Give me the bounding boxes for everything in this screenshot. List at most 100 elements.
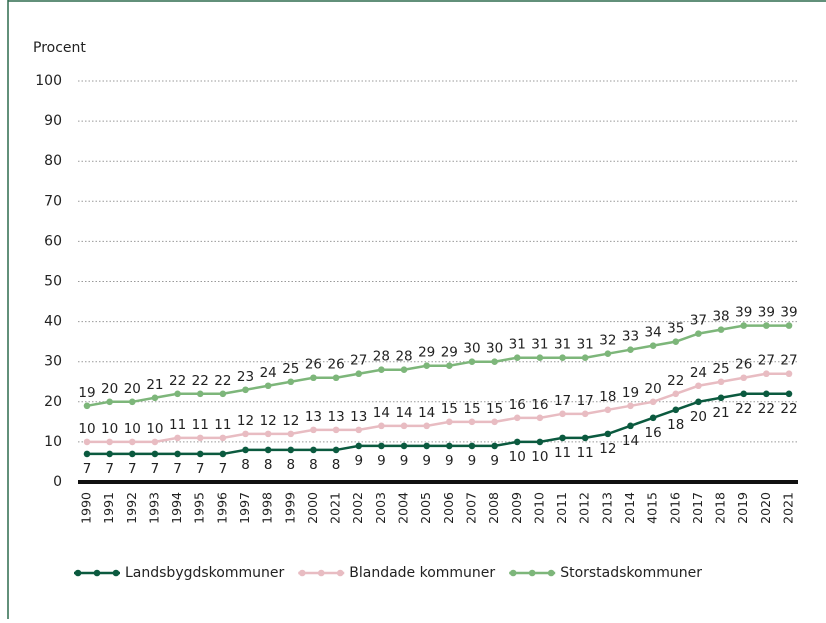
x-tick-label: 2017 [690,492,705,524]
point [559,354,566,361]
point [287,378,295,386]
data-label: 39 [780,305,797,321]
point [174,450,181,458]
point [287,446,295,454]
point [604,406,612,414]
x-tick-label: 2000 [305,492,320,524]
point [672,338,680,345]
point [196,434,204,442]
data-label: 9 [400,453,409,469]
y-tick-label: 100 [35,73,62,89]
point [264,382,272,390]
data-label: 15 [486,401,503,417]
data-label: 16 [645,425,662,441]
data-label: 23 [237,369,254,385]
point [128,398,136,406]
data-label: 14 [418,405,435,421]
data-label: 15 [463,401,480,417]
data-label: 19 [78,385,95,401]
data-label: 22 [735,401,752,417]
data-label: 11 [169,417,186,433]
data-label: 24 [690,365,707,381]
y-tick-label: 10 [44,434,62,450]
legend-item: Landsbygdskommuner [74,565,284,581]
data-label: 17 [554,393,571,409]
data-label: 14 [373,405,390,421]
point [310,374,317,382]
data-label: 28 [373,349,390,365]
legend-dot [112,569,120,577]
point [491,418,498,426]
point [378,442,385,450]
data-label: 35 [667,321,684,337]
point [287,430,295,438]
point [763,322,770,329]
point [196,390,204,398]
legend-dot [74,569,82,577]
series-line [87,372,789,444]
data-label: 26 [328,357,345,373]
point [785,390,793,398]
y-axis-label: Procent [33,40,86,56]
point [83,402,91,410]
x-tick-label: 2007 [463,492,478,524]
y-tick-label: 0 [53,474,62,490]
data-label: 18 [667,417,684,433]
point [581,354,589,361]
x-tick-label: 1992 [124,492,139,524]
point [174,390,181,398]
x-tick-label: 2013 [599,492,614,524]
data-label: 22 [780,401,797,417]
point [332,374,340,382]
data-label: 25 [282,361,299,377]
x-tick-label: 2012 [577,492,592,524]
point [196,450,204,458]
point [400,366,408,374]
x-tick-label: 2011 [554,492,569,524]
y-tick-label: 80 [44,153,62,169]
data-label: 31 [554,337,571,353]
point [581,410,589,418]
point [491,442,498,450]
data-label: 28 [395,349,412,365]
point [128,450,136,458]
point [242,446,249,454]
point [740,390,748,398]
legend-label: Storstadskommuner [560,565,702,581]
y-tick-label: 70 [44,193,62,209]
point [264,430,272,438]
data-label: 11 [214,417,231,433]
data-label: 22 [214,373,231,389]
data-label: 9 [468,453,477,469]
data-label: 12 [599,441,616,457]
legend-dot [547,569,555,577]
point [378,366,385,374]
data-label: 39 [735,305,752,321]
point [649,342,657,349]
data-label: 11 [192,417,209,433]
data-label: 10 [78,421,95,437]
point [785,322,793,329]
point [400,442,408,450]
point [649,398,657,406]
data-label: 31 [531,337,548,353]
point [717,378,725,386]
data-label: 20 [690,409,707,425]
y-tick-label: 20 [44,394,62,410]
point [355,426,363,434]
data-label: 9 [354,453,363,469]
data-label: 10 [124,421,141,437]
y-tick-label: 40 [44,314,62,330]
point [785,370,793,378]
legend-dot [336,569,344,577]
data-label: 9 [422,453,431,469]
data-label: 10 [101,421,118,437]
data-label: 22 [192,373,209,389]
point [355,442,363,450]
point [332,426,340,434]
x-tick-label: 2009 [509,492,524,524]
data-label: 9 [445,453,454,469]
data-label: 34 [645,325,662,341]
data-label: 22 [169,373,186,389]
x-tick-label: 2018 [713,492,728,524]
